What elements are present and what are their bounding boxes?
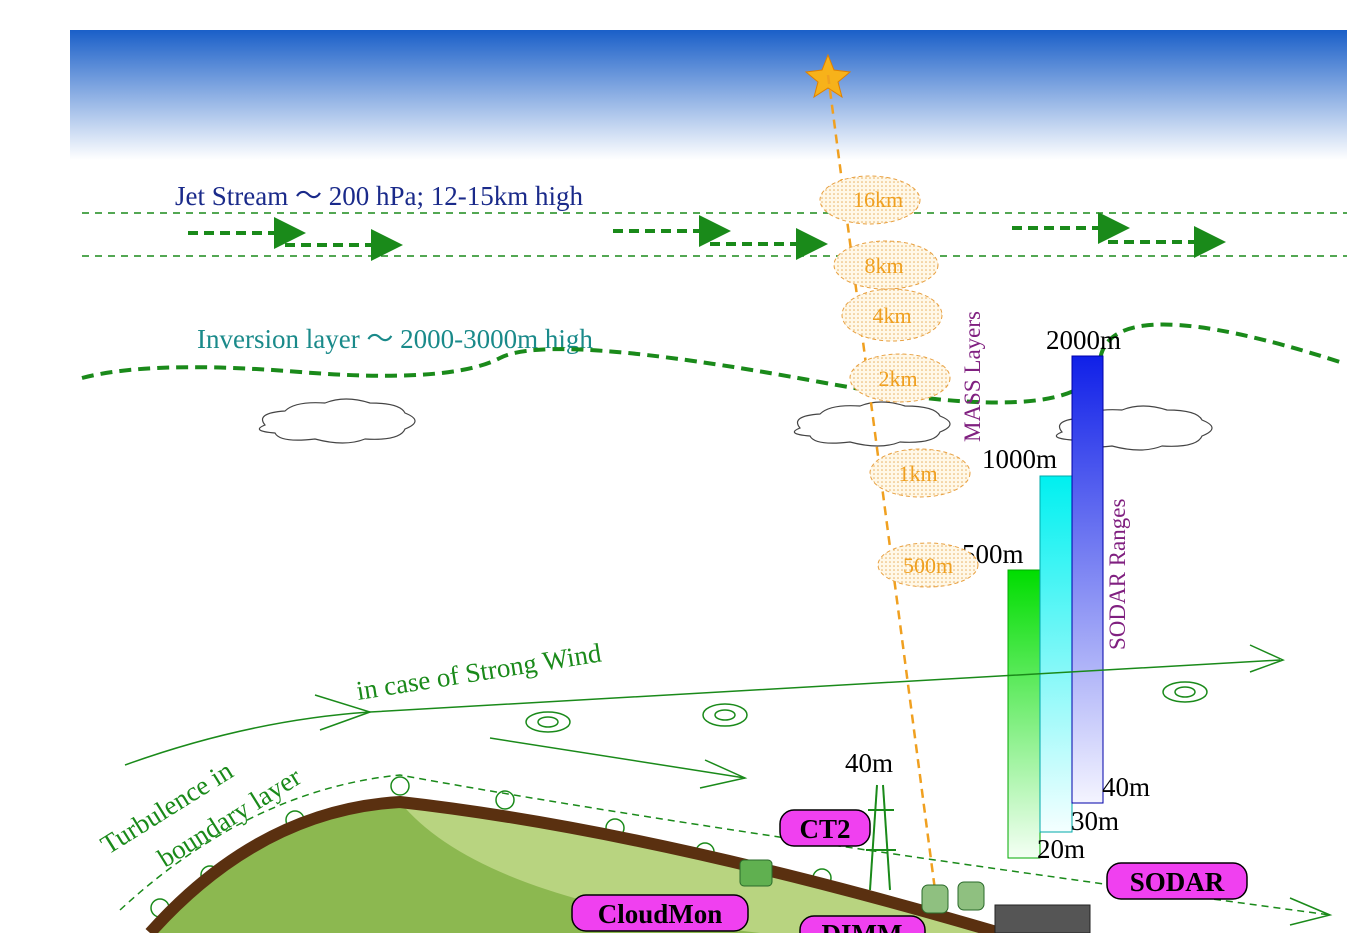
hill-slope (400, 802, 1000, 933)
sodar-bar (1039, 475, 1073, 833)
ridge (145, 795, 1002, 933)
jet-stream-label: Jet Stream ～ 200 hPa; 12-15km high (175, 181, 583, 211)
cloudmon-device (739, 859, 773, 887)
mass-layer: 8km (864, 253, 903, 278)
sky (70, 30, 1347, 160)
sodar-label: SODAR Ranges (1105, 499, 1130, 650)
inversion-line (81, 322, 1341, 405)
wind-label: in case of Strong Wind (354, 638, 604, 706)
instrument-label: CloudMon (598, 899, 723, 929)
inversion-label: Inversion layer ～ 2000-3000m high (197, 324, 593, 354)
jet-lines (82, 212, 1347, 257)
jet-arrows (188, 212, 1226, 261)
mass-layer: 4km (872, 303, 911, 328)
wind-arrows (119, 644, 1333, 926)
sodar-bottom: 20m (1037, 834, 1085, 864)
sodar-top: 1000m (982, 444, 1057, 474)
mass-layer: 1km (898, 461, 937, 486)
mass-layer: 16km (853, 187, 903, 212)
mass-label: MASS Layers (960, 311, 985, 442)
mass-ellipses (819, 175, 979, 588)
mass-layer: 500m (903, 553, 953, 578)
sodar-bar (1071, 355, 1104, 804)
instrument-label: CT2 (799, 814, 850, 844)
sodar-top: 2000m (1046, 325, 1121, 355)
instrument-badges (571, 809, 1248, 933)
sodar-bottom: 40m (1102, 772, 1150, 802)
tower-height: 40m (845, 748, 893, 778)
sodar-bar (1007, 569, 1041, 859)
mass-layer: 2km (878, 366, 917, 391)
sodar-bottom: 30m (1071, 806, 1119, 836)
instrument-label: DIMM (822, 919, 903, 933)
tower (866, 784, 896, 891)
dimm-devices (921, 881, 985, 914)
sodar-device (994, 904, 1091, 933)
instrument-label: SODAR (1130, 867, 1225, 897)
clouds (258, 398, 1213, 451)
